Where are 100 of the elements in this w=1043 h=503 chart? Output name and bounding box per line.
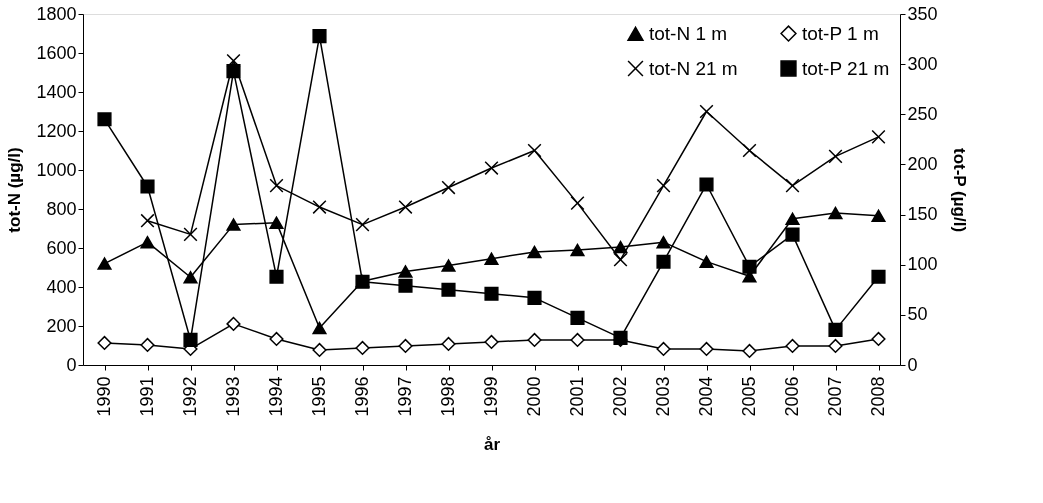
- x-tick-label: 1994: [266, 376, 286, 417]
- y-tick-label: 1400: [36, 81, 77, 102]
- y2-tick-label: 0: [907, 354, 918, 375]
- y2-tick-label: 300: [907, 53, 938, 74]
- point: [699, 177, 714, 192]
- point: [656, 178, 671, 193]
- point: [785, 212, 800, 225]
- point: [226, 64, 241, 79]
- legend-label: tot-P 1 m: [802, 22, 879, 44]
- x-tick-label: 1990: [94, 376, 114, 417]
- point: [269, 178, 284, 193]
- y-tick-label: 1200: [36, 120, 77, 141]
- point: [742, 343, 757, 359]
- x-tick-label: 1999: [481, 376, 501, 417]
- y-tick-label: 200: [46, 315, 77, 336]
- y2-tick-label: 250: [907, 103, 938, 124]
- point: [699, 255, 714, 268]
- point: [269, 216, 284, 229]
- point: [527, 245, 542, 259]
- point: [484, 252, 499, 265]
- point: [613, 252, 628, 267]
- y-axis-title: tot-N (µg/l): [5, 147, 25, 233]
- y-tick-label: 600: [46, 237, 77, 258]
- point: [441, 259, 456, 272]
- y-tick-label: 1600: [36, 42, 77, 63]
- point: [785, 178, 800, 193]
- point: [226, 218, 241, 231]
- point: [871, 209, 886, 223]
- point: [183, 271, 198, 284]
- y2-tick-label: 100: [907, 254, 938, 275]
- point: [828, 338, 843, 354]
- x-tick-label: 1996: [352, 376, 372, 417]
- y2-tick-label: 350: [907, 3, 938, 24]
- legend-label: tot-N 1 m: [649, 22, 728, 44]
- point: [570, 243, 585, 257]
- point: [699, 341, 714, 357]
- point: [527, 143, 542, 158]
- point: [871, 129, 886, 144]
- point: [828, 149, 843, 164]
- x-tick-label: 2002: [610, 376, 630, 417]
- point: [570, 196, 585, 211]
- point: [742, 143, 757, 158]
- point: [570, 332, 585, 347]
- y-tick-label: 400: [46, 276, 77, 297]
- point: [269, 269, 284, 284]
- point: [398, 199, 413, 215]
- point: [183, 227, 198, 242]
- point: [527, 290, 542, 305]
- point: [312, 28, 327, 44]
- point: [570, 310, 585, 325]
- point: [484, 334, 499, 350]
- x-tick-label: 1993: [223, 376, 243, 417]
- point: [140, 213, 155, 228]
- x-tick-label: 2006: [782, 376, 802, 417]
- point: [656, 254, 671, 269]
- point: [140, 235, 155, 249]
- point: [312, 321, 327, 335]
- point: [226, 316, 241, 331]
- y-tick-label: 0: [66, 354, 77, 375]
- point: [140, 179, 155, 194]
- y-tick-label: 800: [46, 198, 77, 219]
- y2-tick-label: 150: [907, 204, 938, 225]
- y2-tick-label: 50: [907, 304, 928, 325]
- point: [828, 322, 843, 337]
- point: [312, 199, 327, 215]
- point: [484, 286, 499, 301]
- point: [355, 217, 370, 232]
- point: [312, 342, 327, 358]
- point: [699, 104, 714, 119]
- legend-label: tot-P 21 m: [802, 57, 890, 79]
- x-axis-title: år: [483, 434, 501, 454]
- y2-axis-title: tot-P (µg/l): [949, 147, 969, 233]
- x-tick-label: 2008: [868, 376, 888, 417]
- x-tick-label: 2003: [653, 376, 673, 417]
- point: [441, 180, 456, 195]
- point: [183, 332, 198, 347]
- x-tick-label: 1991: [137, 376, 157, 417]
- point: [398, 338, 413, 354]
- point: [355, 340, 370, 356]
- x-tick-label: 1995: [309, 376, 329, 417]
- point: [140, 337, 155, 353]
- point: [613, 240, 628, 254]
- point: [785, 338, 800, 354]
- point: [269, 331, 284, 346]
- x-tick-label: 2001: [567, 376, 587, 417]
- x-tick-label: 2005: [739, 376, 759, 417]
- point: [656, 235, 671, 249]
- x-tick-label: 2004: [696, 376, 716, 417]
- x-tick-label: 2000: [524, 376, 544, 417]
- point: [742, 259, 757, 274]
- y-tick-label: 1000: [36, 159, 77, 180]
- y2-tick-label: 200: [907, 153, 938, 174]
- point: [97, 112, 112, 127]
- point: [828, 206, 843, 220]
- legend-label: tot-N 21 m: [649, 57, 738, 79]
- point: [785, 227, 800, 242]
- point: [871, 269, 886, 284]
- point: [398, 278, 413, 293]
- point: [97, 335, 112, 351]
- point: [441, 282, 456, 297]
